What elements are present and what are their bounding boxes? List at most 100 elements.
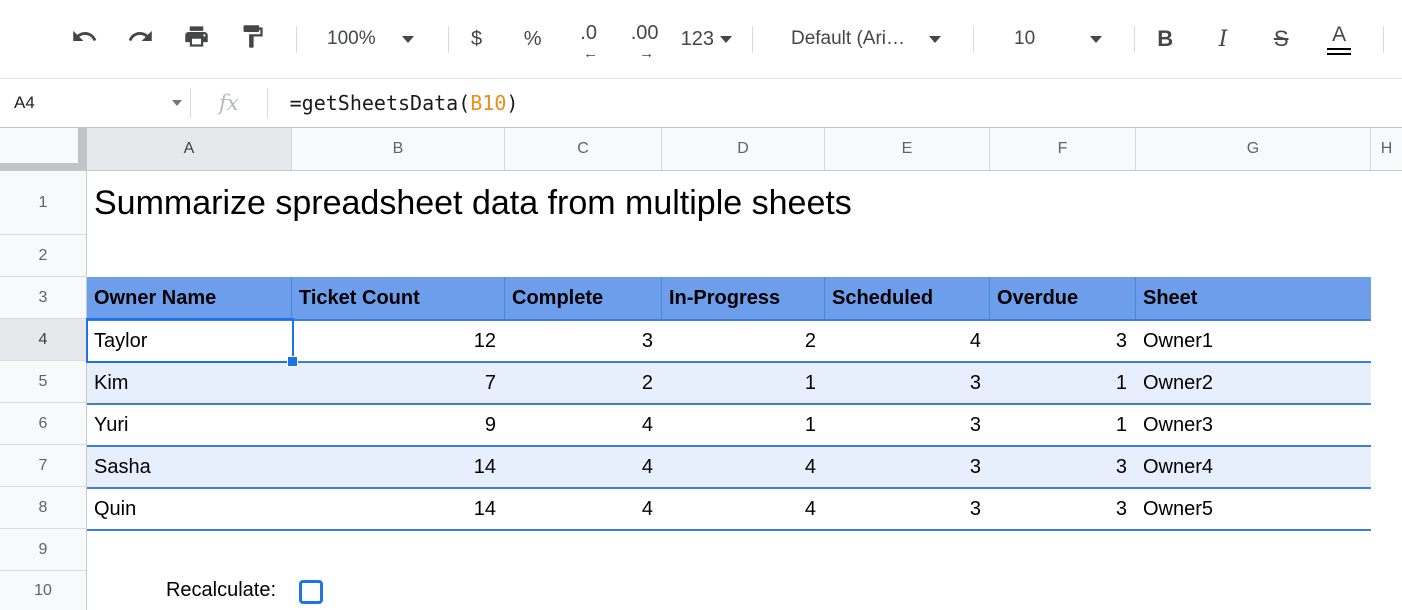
row-header-10[interactable]: 10 [0,571,87,610]
table-header-cell[interactable]: Overdue [990,277,1136,319]
row-header-8[interactable]: 8 [0,487,87,529]
cell-D8[interactable]: 4 [804,497,816,520]
table-header-cell[interactable]: Ticket Count [292,277,505,319]
column-header-G[interactable]: G [1136,128,1371,170]
row-header-6[interactable]: 6 [0,403,87,445]
redo-button[interactable] [120,19,160,59]
cell-B10-recalculate-checkbox[interactable] [299,580,323,604]
cell-G7[interactable]: Owner4 [1143,455,1214,478]
table-row: Kim 7 2 1 3 1 Owner2 [87,361,1371,403]
table-row: Yuri 9 4 1 3 1 Owner3 [87,403,1371,445]
cell-C4[interactable]: 3 [641,329,653,352]
cell-E6[interactable]: 3 [969,413,981,436]
formula-suffix: ) [506,91,519,115]
toolbar-divider [296,25,297,53]
column-header-E[interactable]: E [825,128,990,170]
number-format-label: 123 [680,27,714,50]
spreadsheet-grid: A B C D E F G H 1 2 3 4 5 6 7 8 9 10 Sum… [0,128,1402,610]
cell-B7[interactable]: 14 [473,455,496,478]
redo-icon [127,23,154,55]
cell-C6[interactable]: 4 [641,413,653,436]
decrease-decimal-button[interactable]: .0 ← [569,17,609,62]
cell-B5[interactable]: 7 [484,371,496,394]
table-header-cell[interactable]: Sheet [1143,286,1198,309]
text-color-button[interactable]: A [1317,19,1361,59]
table-header-cell[interactable]: Owner Name [87,277,292,319]
cell-E4[interactable]: 4 [969,329,981,352]
increase-decimal-button[interactable]: .00 → [625,17,665,62]
cell-G8[interactable]: Owner5 [1143,497,1214,520]
zoom-menu-button[interactable]: 100% [327,28,414,50]
paint-format-button[interactable] [232,19,272,59]
table-body: Taylor 12 3 2 4 3 Owner1 Kim 7 2 1 3 1 O… [87,319,1371,531]
number-format-menu-button[interactable]: 123 [681,28,732,51]
row-header-5[interactable]: 5 [0,361,87,403]
bold-button[interactable]: B [1143,19,1187,59]
cell-F6[interactable]: 1 [1115,413,1127,436]
toolbar-divider [1134,25,1136,53]
cell-G5[interactable]: Owner2 [1143,371,1214,394]
cell-A7[interactable]: Sasha [94,455,151,478]
cell-A1-title[interactable]: Summarize spreadsheet data from multiple… [94,183,852,222]
cell-F5[interactable]: 1 [1115,371,1127,394]
cell-A4[interactable]: Taylor [94,329,148,352]
cell-F4[interactable]: 3 [1115,329,1127,352]
toolbar: 100% $ % .0 ← .00 → 123 Default (Ari… 10… [0,0,1402,79]
cell-D6[interactable]: 1 [804,413,816,436]
cell-C5[interactable]: 2 [641,371,653,394]
name-box[interactable]: A4 [0,93,190,113]
bold-icon: B [1157,26,1174,51]
column-header-strip: A B C D E F G H [0,128,1402,171]
cell-D5[interactable]: 1 [804,371,816,394]
cell-E8[interactable]: 3 [969,497,981,520]
data-table: Owner Name Ticket Count Complete In-Prog… [87,277,1371,531]
select-all-corner[interactable] [0,128,87,170]
cell-D4[interactable]: 2 [804,329,816,352]
column-header-D[interactable]: D [662,128,825,170]
column-header-B[interactable]: B [292,128,505,170]
font-size-menu-button[interactable]: 10 [1014,28,1103,50]
cell-C7[interactable]: 4 [641,455,653,478]
cell-F8[interactable]: 3 [1115,497,1127,520]
cell-A8[interactable]: Quin [94,497,137,520]
row-header-9[interactable]: 9 [0,529,87,571]
formula-input[interactable]: =getSheetsData(B10) [290,91,519,115]
row-header-4[interactable]: 4 [0,319,87,361]
cell-F7[interactable]: 3 [1115,455,1127,478]
row-header-7[interactable]: 7 [0,445,87,487]
undo-button[interactable] [64,19,104,59]
italic-button[interactable]: I [1201,19,1245,59]
column-header-H[interactable]: H [1380,140,1393,157]
column-header-A[interactable]: A [87,128,292,170]
cell-A6[interactable]: Yuri [94,413,129,436]
cell-B4[interactable]: 12 [473,329,496,352]
cell-D7[interactable]: 4 [804,455,816,478]
font-family-value: Default (Ari… [790,28,906,49]
column-header-F[interactable]: F [990,128,1136,170]
cell-A5[interactable]: Kim [94,371,129,394]
row-header-3[interactable]: 3 [0,277,87,319]
toolbar-divider [447,25,449,53]
format-percent-button[interactable]: % [513,19,553,59]
table-header-cell[interactable]: Scheduled [825,277,990,319]
fill-handle[interactable] [287,356,298,367]
format-currency-button[interactable]: $ [457,19,497,59]
cell-G4[interactable]: Owner1 [1143,329,1214,352]
formula-cell-reference: B10 [470,91,507,115]
strikethrough-button[interactable]: S [1259,19,1303,59]
cell-C8[interactable]: 4 [641,497,653,520]
font-family-menu-button[interactable]: Default (Ari… [790,28,942,50]
column-header-C[interactable]: C [505,128,662,170]
cell-B8[interactable]: 14 [473,497,496,520]
cell-E5[interactable]: 3 [969,371,981,394]
print-button[interactable] [176,19,216,59]
cell-E7[interactable]: 3 [969,455,981,478]
row-header-1[interactable]: 1 [0,171,87,235]
cell-A10-recalculate-label[interactable]: Recalculate: [165,579,276,601]
row-header-2[interactable]: 2 [0,235,87,277]
cell-B6[interactable]: 9 [484,413,496,436]
table-header-cell[interactable]: Complete [505,277,662,319]
zoom-value: 100% [327,28,376,49]
table-header-cell[interactable]: In-Progress [662,277,825,319]
cell-G6[interactable]: Owner3 [1143,413,1214,436]
